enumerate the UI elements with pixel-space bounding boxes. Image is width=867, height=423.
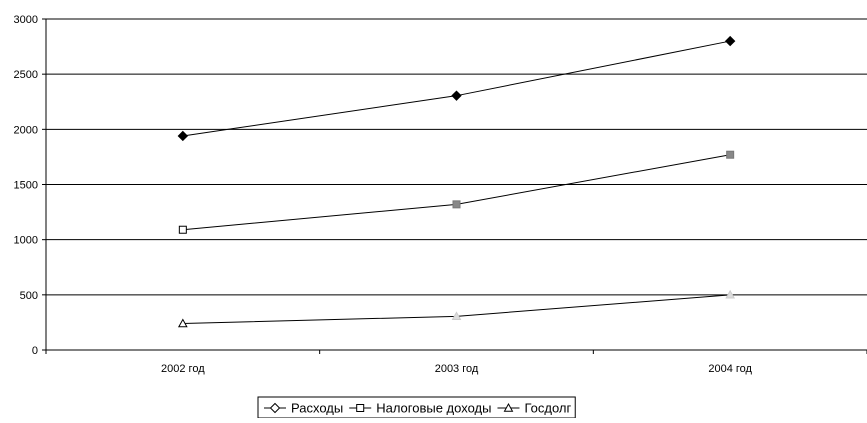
x-tick-label: 2002 год bbox=[161, 363, 205, 375]
y-tick-label: 1500 bbox=[14, 180, 38, 192]
y-tick-label: 3000 bbox=[14, 14, 38, 26]
data-point bbox=[451, 311, 462, 321]
data-point bbox=[177, 318, 188, 328]
data-point bbox=[178, 225, 187, 234]
gridlines bbox=[46, 18, 867, 296]
data-point bbox=[451, 90, 462, 101]
y-tick-label: 1000 bbox=[14, 235, 38, 247]
legend-marker-triangle bbox=[503, 402, 514, 412]
series-line bbox=[182, 40, 731, 137]
x-tick-label: 2003 год bbox=[435, 363, 479, 375]
y-tick-label: 2000 bbox=[14, 124, 38, 136]
data-point bbox=[726, 150, 735, 159]
legend-label: Госдолг bbox=[524, 401, 571, 416]
data-point bbox=[725, 289, 736, 299]
data-point bbox=[452, 200, 461, 209]
legend-marker-diamond bbox=[269, 402, 281, 414]
legend-label: Налоговые доходы bbox=[376, 401, 491, 416]
series-line bbox=[182, 154, 731, 231]
data-point bbox=[724, 35, 736, 47]
legend: Расходы Налоговые доходы Госдолг bbox=[257, 396, 576, 419]
series-triangle bbox=[177, 289, 736, 328]
series-diamond bbox=[177, 35, 736, 142]
data-point bbox=[177, 130, 189, 142]
y-tick-label: 500 bbox=[20, 290, 38, 302]
series-layer bbox=[177, 35, 736, 328]
x-tick-label: 2004 год bbox=[708, 363, 752, 375]
y-tick-label: 2500 bbox=[14, 69, 38, 81]
y-tick-label: 0 bbox=[32, 345, 38, 357]
legend-label: Расходы bbox=[291, 401, 343, 416]
legend-marker-square bbox=[356, 404, 365, 412]
series-square bbox=[178, 150, 735, 234]
axes: 0 500 1000 1500 2000 2500 3000 2002 год 2003 год… bbox=[14, 14, 867, 375]
